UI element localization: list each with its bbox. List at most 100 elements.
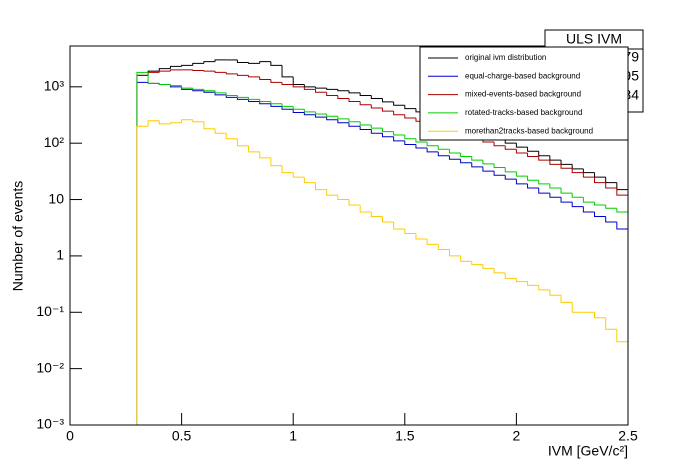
x-axis-label: IVM [GeV/c²] <box>548 443 628 459</box>
y-tick-label: 10³ <box>44 78 65 94</box>
histogram-bin <box>393 111 405 116</box>
histogram-bin <box>393 131 405 136</box>
histogram-bin <box>181 64 193 67</box>
histogram-bin <box>248 75 260 78</box>
histogram-bin <box>203 70 216 72</box>
histogram-bin <box>527 281 539 286</box>
histogram-bin <box>404 134 416 140</box>
histogram-bin <box>270 157 283 167</box>
histogram-bin <box>315 182 327 191</box>
legend-label: mixed-events-based background <box>465 90 581 99</box>
histogram-bin <box>482 160 495 165</box>
histogram-bin <box>158 70 171 73</box>
histogram-bin <box>214 90 227 94</box>
histogram-bin <box>448 249 461 257</box>
legend-label: original ivm distribution <box>465 53 546 62</box>
histogram-bin <box>381 108 394 112</box>
histogram-bin <box>582 206 595 213</box>
histogram-bin <box>281 165 294 174</box>
histogram-bin <box>538 180 550 185</box>
histogram-bin <box>538 188 550 194</box>
x-tick-label: 2.5 <box>618 428 638 444</box>
histogram-bin <box>515 143 528 148</box>
histogram-bin <box>236 138 249 147</box>
histogram-bin <box>527 183 539 189</box>
histogram-bin <box>315 86 327 89</box>
histogram-bin <box>605 205 617 209</box>
y-axis-label: Number of events <box>10 181 26 292</box>
histogram-bin <box>292 106 305 110</box>
histogram-bin <box>326 92 338 97</box>
histogram-bin <box>348 122 361 127</box>
histogram-bin <box>203 121 216 130</box>
histogram-bin <box>605 216 617 223</box>
histogram-bin <box>158 83 171 85</box>
histogram-bin <box>359 101 372 106</box>
histogram-bin <box>515 171 528 177</box>
histogram-bin <box>169 122 182 124</box>
histogram-bin <box>582 197 595 203</box>
histogram-bin <box>381 216 394 223</box>
histogram-bin <box>348 90 361 94</box>
y-tick-label: 10⁻² <box>36 359 64 375</box>
legend-label: morethan2tracks-based background <box>465 126 593 135</box>
histogram-bin <box>192 69 204 71</box>
y-tick-label: 1 <box>56 247 64 263</box>
stats-title: ULS IVM <box>566 31 622 47</box>
histogram-bin <box>560 295 573 303</box>
histogram-bin <box>515 179 528 185</box>
histogram-bin <box>192 62 204 66</box>
histogram-bin <box>259 76 271 80</box>
histogram-bin <box>370 125 383 129</box>
histogram-bin <box>426 238 439 245</box>
x-tick-label: 0 <box>66 428 74 444</box>
histogram-bin <box>181 119 193 123</box>
histogram-bin <box>493 268 506 274</box>
histogram-bin <box>248 99 260 102</box>
histogram-bin <box>169 69 182 72</box>
histogram-bin <box>616 188 628 196</box>
histogram-bin <box>348 98 361 102</box>
histogram-bin <box>225 92 238 97</box>
histogram-bin <box>571 168 584 174</box>
histogram-bin <box>471 261 483 266</box>
histogram-bin <box>393 221 405 230</box>
histogram-bin <box>236 73 249 76</box>
histogram-bin <box>359 126 372 130</box>
histogram-bin <box>493 171 506 176</box>
histogram-bin <box>404 105 416 110</box>
histogram-bin <box>270 61 283 66</box>
histogram-bin <box>281 65 294 78</box>
histogram-bin <box>147 120 160 127</box>
histogram-bin <box>582 172 595 178</box>
histogram-bin <box>404 140 416 145</box>
histogram-bin <box>381 133 394 138</box>
histogram-bin <box>504 167 517 173</box>
histogram-bin <box>326 189 338 196</box>
histogram-bin <box>616 329 628 343</box>
histogram-bin <box>292 84 305 88</box>
histogram-bin <box>527 147 539 152</box>
histogram-bin <box>281 82 294 85</box>
histogram-bin <box>315 89 327 93</box>
histogram-bin <box>337 116 349 120</box>
histogram-bin <box>303 86 316 90</box>
histogram-bin <box>225 133 238 140</box>
histogram-bin <box>415 144 428 149</box>
histogram-bin <box>437 145 450 150</box>
histogram-bin <box>448 149 461 154</box>
histogram-bin <box>326 88 338 90</box>
histogram-bin <box>549 160 562 165</box>
histogram-bin <box>181 85 193 89</box>
histogram-bin <box>448 155 461 160</box>
histogram-bin <box>337 119 349 124</box>
histogram-bin <box>303 112 316 116</box>
histogram-bin <box>248 97 260 100</box>
histogram-bin <box>203 89 216 92</box>
histogram-bin <box>493 141 506 147</box>
histogram-bin <box>348 199 361 206</box>
histogram-bin <box>292 109 305 114</box>
histogram-bin <box>203 61 216 64</box>
histogram-bin <box>370 95 383 100</box>
histogram-bin <box>147 72 160 84</box>
